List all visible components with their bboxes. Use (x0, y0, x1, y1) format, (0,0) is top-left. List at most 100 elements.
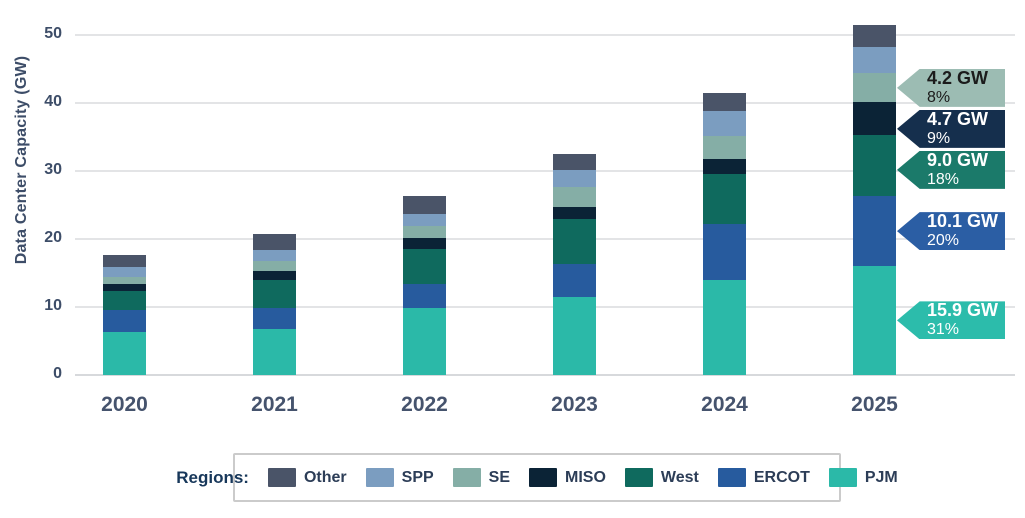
bar-segment-miso-2023 (553, 206, 596, 220)
x-tick-label-2023: 2023 (551, 393, 598, 416)
bar-segment-other-2024 (703, 93, 746, 112)
bar-segment-spp-2022 (403, 213, 446, 226)
bar-segment-pjm-2021 (253, 328, 296, 375)
bar-segment-ercot-2025 (853, 196, 896, 266)
legend-item-se: SE (452, 468, 511, 487)
gridline-10 (75, 306, 1015, 308)
bar-segment-ercot-2022 (403, 284, 446, 309)
x-tick-label-2024: 2024 (701, 393, 748, 416)
bar-segment-west-2021 (253, 280, 296, 309)
legend-item-spp: SPP (365, 468, 434, 487)
y-tick-label-0: 0 (53, 365, 62, 382)
legend-swatch-west (624, 468, 653, 487)
legend-label-spp: SPP (401, 468, 434, 486)
callout-west: 9.0 GW 18% (897, 149, 1005, 189)
bar-segment-pjm-2022 (403, 308, 446, 375)
legend-label-other: Other (303, 468, 347, 486)
callout-value-west: 9.0 GW (927, 149, 989, 170)
bar-segment-pjm-2024 (703, 279, 746, 375)
bar-segment-miso-2025 (853, 102, 896, 135)
callout-percent-west: 18% (927, 170, 960, 188)
bar-segment-ercot-2023 (553, 264, 596, 297)
bar-segment-miso-2024 (703, 158, 746, 174)
gridline-50 (75, 34, 1015, 36)
gridline-30 (75, 170, 1015, 172)
gridline-0 (75, 374, 1015, 376)
x-tick-label-2022: 2022 (401, 393, 448, 416)
gridline-20 (75, 238, 1015, 240)
callout-ercot: 10.1 GW 20% (897, 211, 1005, 251)
bar-segment-se-2022 (403, 225, 446, 238)
bar-segment-pjm-2023 (553, 296, 596, 375)
bar-segment-other-2020 (103, 254, 146, 268)
callout-percent-pjm: 31% (927, 321, 960, 339)
bar-segment-se-2025 (853, 73, 896, 103)
bar-segment-other-2021 (253, 234, 296, 250)
callout-value-se: 4.2 GW (927, 67, 989, 88)
bar-segment-spp-2025 (853, 46, 896, 74)
callout-percent-miso: 9% (927, 129, 951, 147)
bar-segment-miso-2021 (253, 270, 296, 281)
legend-title: Regions: (176, 467, 249, 487)
legend-label-ercot: ERCOT (753, 468, 810, 486)
bar-segment-spp-2024 (703, 111, 746, 136)
bar-segment-pjm-2025 (853, 265, 896, 375)
y-tick-label-40: 40 (44, 93, 62, 110)
legend-items: Other SPP SE MISO West ERCOT PJM (267, 468, 898, 487)
legend-item-miso: MISO (529, 468, 606, 487)
callout-miso: 4.7 GW 9% (897, 108, 1005, 148)
gridline-40 (75, 102, 1015, 104)
bar-segment-se-2021 (253, 260, 296, 271)
bar-segment-se-2020 (103, 277, 146, 285)
legend-item-other: Other (267, 468, 347, 487)
bar-segment-west-2022 (403, 248, 446, 285)
bar-segment-spp-2020 (103, 267, 146, 278)
legend-swatch-other (267, 468, 296, 487)
x-tick-label-2020: 2020 (101, 393, 148, 416)
bar-segment-west-2025 (853, 134, 896, 197)
legend-swatch-miso (529, 468, 558, 487)
y-tick-label-50: 50 (44, 25, 62, 42)
callout-percent-ercot: 20% (927, 232, 960, 250)
bar-segment-other-2022 (403, 196, 446, 214)
bar-segment-west-2024 (703, 173, 746, 224)
callout-se: 4.2 GW 8% (897, 67, 1005, 107)
bar-segment-se-2024 (703, 135, 746, 159)
legend-item-pjm: PJM (828, 468, 898, 487)
callout-percent-se: 8% (927, 88, 951, 106)
x-tick-label-2025: 2025 (851, 393, 898, 416)
callout-value-miso: 4.7 GW (927, 108, 989, 129)
bar-segment-se-2023 (553, 187, 596, 207)
legend: Regions: Other SPP SE MISO West ERCOT PJM (176, 453, 898, 502)
bar-segment-miso-2022 (403, 237, 446, 249)
legend-item-ercot: ERCOT (717, 468, 810, 487)
legend-item-west: West (624, 468, 699, 487)
bar-segment-west-2020 (103, 291, 146, 310)
callout-value-pjm: 15.9 GW (927, 300, 999, 321)
bar-segment-ercot-2020 (103, 309, 146, 333)
bar-segment-spp-2023 (553, 170, 596, 188)
x-tick-label-2021: 2021 (251, 393, 298, 416)
legend-swatch-ercot (717, 468, 746, 487)
legend-label-se: SE (488, 468, 511, 486)
legend-swatch-se (452, 468, 481, 487)
legend-swatch-pjm (828, 468, 857, 487)
bar-segment-ercot-2021 (253, 308, 296, 329)
callout-value-ercot: 10.1 GW (927, 211, 999, 232)
y-tick-label-20: 20 (44, 229, 62, 246)
legend-swatch-spp (365, 468, 394, 487)
legend-label-miso: MISO (565, 468, 606, 486)
bar-segment-spp-2021 (253, 249, 296, 261)
bar-segment-pjm-2020 (103, 332, 146, 375)
bar-segment-ercot-2024 (703, 223, 746, 280)
bar-segment-miso-2020 (103, 284, 146, 292)
callout-pjm: 15.9 GW 31% (897, 300, 1005, 340)
bar-segment-other-2025 (853, 24, 896, 47)
y-tick-label-10: 10 (44, 297, 62, 314)
legend-label-pjm: PJM (864, 468, 898, 486)
legend-label-west: West (660, 468, 699, 486)
bar-segment-west-2023 (553, 219, 596, 265)
bar-segment-other-2023 (553, 153, 596, 171)
y-tick-label-30: 30 (44, 161, 62, 178)
